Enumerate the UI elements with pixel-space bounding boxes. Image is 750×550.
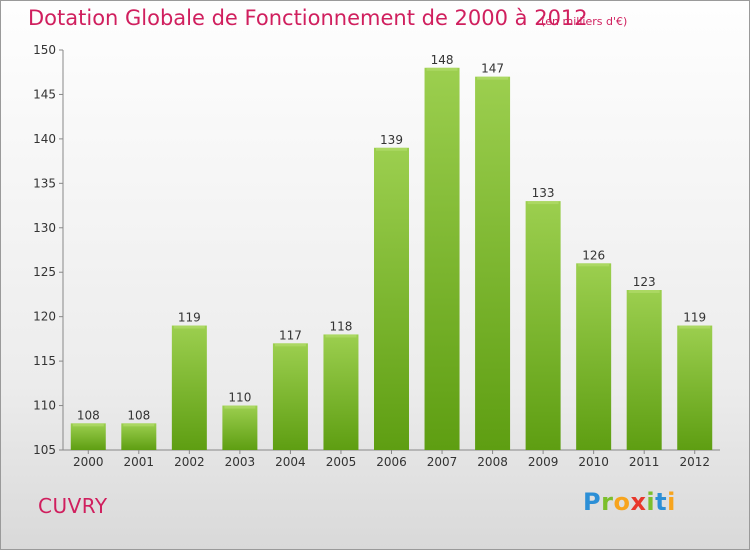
x-tick-label-2001: 2001 (124, 455, 155, 469)
x-tick-label-2007: 2007 (427, 455, 458, 469)
place-name: CUVRY (38, 494, 108, 518)
y-tick-label: 140 (33, 132, 56, 146)
x-tick-label-2002: 2002 (174, 455, 205, 469)
y-tick-label: 125 (33, 265, 56, 279)
bar-highlight (477, 76, 509, 80)
bar-highlight (123, 423, 155, 427)
x-tick-label-2004: 2004 (275, 455, 306, 469)
bars: 108 108 119 110 117 118 139 148 147 133 126 123 119 (70, 53, 713, 451)
bar-highlight (426, 67, 458, 71)
data-label-2011: 123 (633, 275, 656, 289)
chart-title: Dotation Globale de Fonctionnement de 20… (28, 6, 588, 30)
bar-highlight (578, 263, 610, 267)
bar-highlight (72, 423, 104, 427)
bar-highlight (325, 334, 357, 338)
data-label-2007: 148 (431, 53, 454, 67)
data-label-2003: 110 (228, 391, 251, 405)
bar-2006 (374, 147, 409, 450)
y-tick-label: 130 (33, 221, 56, 235)
data-label-2005: 118 (330, 319, 353, 333)
y-tick-label: 115 (33, 354, 56, 368)
data-label-2006: 139 (380, 133, 403, 147)
bar-2009 (525, 201, 561, 450)
bar-2012 (677, 325, 713, 450)
data-label-2010: 126 (582, 248, 605, 262)
x-tick-label-2008: 2008 (477, 455, 508, 469)
x-tick-label-2011: 2011 (629, 455, 660, 469)
bar-highlight (679, 325, 711, 329)
y-tick-label: 110 (33, 399, 56, 413)
bar-2004 (272, 343, 308, 450)
bar-2005 (323, 334, 359, 450)
data-label-2004: 117 (279, 328, 302, 342)
x-tick-label-2006: 2006 (376, 455, 407, 469)
data-label-2012: 119 (683, 311, 706, 325)
bar-2000 (70, 423, 106, 450)
proxiti-logo: Proxiti (583, 488, 676, 516)
data-label-2000: 108 (77, 408, 100, 422)
bar-highlight (376, 147, 407, 151)
x-tick-label-2003: 2003 (225, 455, 256, 469)
y-tick-label: 150 (33, 43, 56, 57)
x-tick-label-2000: 2000 (73, 455, 104, 469)
chart-subtitle: (en milliers d'€) (541, 15, 628, 28)
bar-2008 (475, 76, 511, 451)
bar-highlight (224, 405, 256, 409)
data-label-2009: 133 (532, 186, 555, 200)
x-tick-label-2005: 2005 (326, 455, 357, 469)
bar-2007 (424, 67, 460, 451)
x-tick-label-2009: 2009 (528, 455, 559, 469)
y-tick-label: 105 (33, 443, 56, 457)
x-tick-label-2012: 2012 (679, 455, 710, 469)
x-tick-label-2010: 2010 (578, 455, 609, 469)
data-label-2002: 119 (178, 311, 201, 325)
y-tick-label: 135 (33, 176, 56, 190)
bar-2010 (576, 263, 612, 450)
data-label-2001: 108 (127, 408, 150, 422)
bar-highlight (173, 325, 205, 329)
bar-2011 (626, 290, 662, 450)
data-label-2008: 147 (481, 62, 504, 76)
bar-2001 (121, 423, 157, 450)
y-tick-label: 145 (33, 87, 56, 101)
bar-highlight (527, 201, 559, 205)
bar-highlight (628, 290, 660, 293)
bar-highlight (274, 343, 306, 347)
y-tick-label: 120 (33, 310, 56, 324)
bar-2003 (222, 405, 258, 450)
bar-2002 (171, 325, 207, 450)
